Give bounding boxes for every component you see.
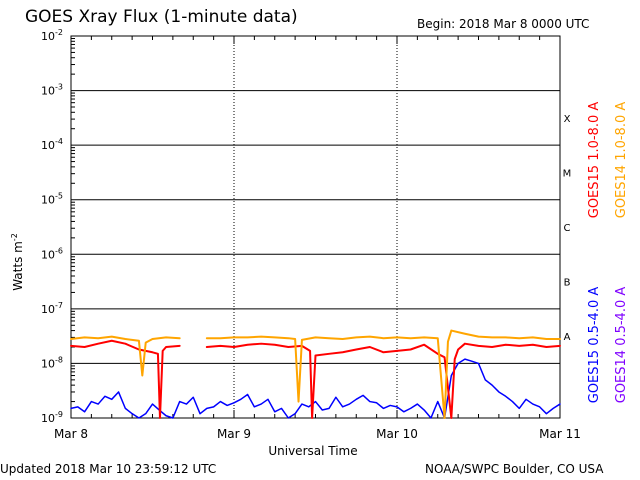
legend: GOES15 1.0-8.0 A GOES14 1.0-8.0 A GOES15 0… — [587, 102, 629, 404]
y-tick-exp: -5 — [55, 192, 63, 201]
x-axis-label: Universal Time — [268, 444, 357, 458]
y-axis-label-exp: -2 — [10, 233, 19, 241]
y-tick-exp: -2 — [55, 28, 63, 37]
y-tick-label: 10-8 — [41, 355, 63, 370]
y-tick-exp: -6 — [55, 246, 63, 255]
y-tick-base: 10 — [41, 412, 55, 425]
flare-class-label: A — [564, 332, 571, 343]
y-ticks: 10-910-810-710-610-510-410-310-2 — [41, 28, 75, 425]
y-tick-label: 10-7 — [41, 301, 63, 316]
flare-class-label: C — [564, 223, 571, 234]
legend-entry: GOES14 0.5-4.0 A — [614, 287, 629, 404]
x-tick-label: Mar 8 — [54, 427, 88, 441]
y-tick-exp: -8 — [55, 355, 63, 364]
x-tick-label: Mar 11 — [539, 427, 581, 441]
footer-credit: NOAA/SWPC Boulder, CO USA — [425, 462, 604, 476]
y-axis-label-text: Watts m — [11, 241, 25, 291]
y-tick-base: 10 — [41, 85, 55, 98]
y-tick-label: 10-4 — [41, 137, 63, 152]
y-tick-label: 10-5 — [41, 192, 63, 207]
x-tick-label: Mar 9 — [217, 427, 251, 441]
y-tick-exp: -9 — [55, 410, 63, 419]
series-line — [205, 342, 561, 419]
flare-class-label: X — [564, 114, 571, 125]
series-line — [70, 335, 181, 377]
y-tick-base: 10 — [41, 139, 55, 152]
y-tick-exp: -7 — [55, 301, 63, 310]
y-tick-base: 10 — [41, 357, 55, 370]
y-tick-label: 10-6 — [41, 246, 63, 261]
y-tick-label: 10-9 — [41, 410, 63, 425]
x-tick-label: Mar 10 — [376, 427, 418, 441]
y-tick-exp: -3 — [55, 83, 63, 92]
y-tick-label: 10-3 — [41, 83, 63, 98]
legend-entry: GOES15 0.5-4.0 A — [587, 287, 602, 404]
y-tick-base: 10 — [41, 303, 55, 316]
flare-class-label: M — [563, 168, 572, 179]
footer-updated: Updated 2018 Mar 10 23:59:12 UTC — [0, 462, 216, 476]
flare-classes: A B C M X — [563, 114, 572, 343]
y-tick-base: 10 — [41, 30, 55, 43]
chart-title: GOES Xray Flux (1-minute data) — [25, 7, 298, 27]
series-line — [70, 358, 561, 419]
svg-text:Watts m-2: Watts m-2 — [10, 233, 25, 291]
y-tick-exp: -4 — [55, 137, 63, 146]
flare-class-label: B — [564, 278, 571, 289]
legend-entry: GOES14 1.0-8.0 A — [614, 102, 629, 219]
y-axis-label: Watts m-2 — [10, 233, 25, 291]
begin-time: Begin: 2018 Mar 8 0000 UTC — [417, 17, 589, 31]
series-group — [70, 329, 561, 419]
series-line — [205, 329, 561, 419]
x-ticks: Mar 8 Mar 9 Mar 10 Mar 11 — [54, 36, 581, 441]
y-tick-base: 10 — [41, 248, 55, 261]
y-tick-label: 10-2 — [41, 28, 63, 43]
y-tick-base: 10 — [41, 194, 55, 207]
legend-entry: GOES15 1.0-8.0 A — [587, 102, 602, 219]
